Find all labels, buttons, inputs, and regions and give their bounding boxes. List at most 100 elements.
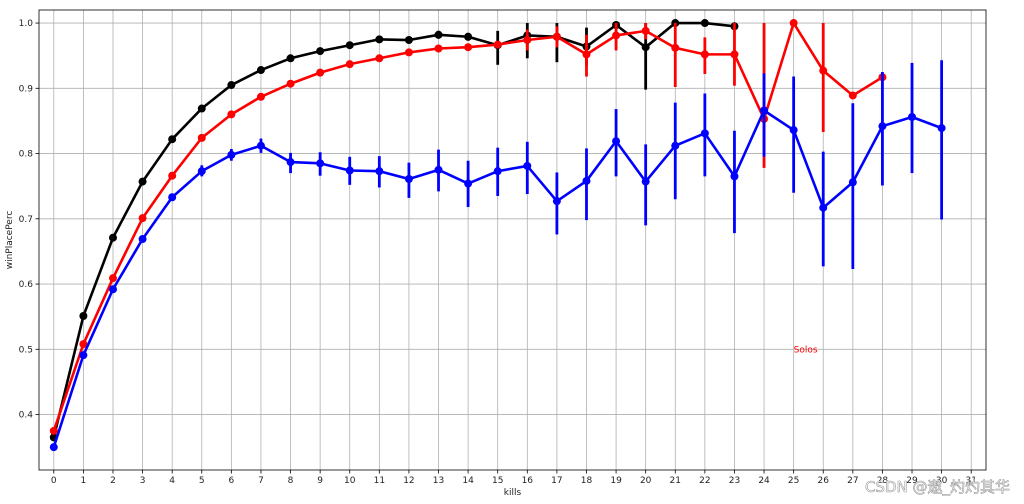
x-tick-label: 23 [729,476,740,486]
data-point [434,30,443,39]
data-point [138,177,147,186]
data-point [612,137,621,146]
data-point [493,40,502,49]
x-tick-label: 27 [847,476,858,486]
data-point [256,141,265,150]
data-point [404,36,413,45]
x-tick-label: 30 [936,476,948,486]
data-point [848,178,857,187]
series-2 [49,60,946,452]
data-point [168,135,177,144]
x-tick-label: 2 [110,476,116,486]
data-point [138,235,147,244]
x-tick-label: 11 [374,476,385,486]
data-point [197,133,206,142]
solos-annotation: Solos [794,345,818,355]
x-tick-label: 8 [288,476,294,486]
x-tick-label: 29 [906,476,918,486]
data-point [345,166,354,175]
x-tick-label: 3 [140,476,146,486]
data-point [848,91,857,100]
watermark: CSDN @遨_灼灼其华 [865,478,1010,497]
data-point [878,122,887,131]
y-tick-label: 1.0 [19,19,34,29]
y-tick-label: 0.7 [19,215,33,225]
x-tick-label: 13 [433,476,444,486]
data-point [138,214,147,223]
data-point [168,193,177,202]
data-point [316,68,325,77]
data-point [197,167,206,176]
data-point [286,54,295,63]
data-point [434,44,443,53]
data-point [641,43,650,52]
y-tick-label: 0.6 [19,280,34,290]
x-tick-label: 25 [788,476,799,486]
data-point [256,92,265,101]
data-point [937,124,946,133]
x-tick-label: 31 [965,476,976,486]
data-point [375,167,384,176]
data-point [227,81,236,90]
x-tick-label: 28 [877,476,889,486]
data-point [197,104,206,113]
data-point [700,50,709,59]
series-line [52,21,735,438]
data-point [227,110,236,119]
x-tick-label: 10 [344,476,356,486]
data-point [434,165,443,174]
data-point [404,174,413,183]
grid-lines [39,10,986,470]
x-tick-label: 14 [462,476,474,486]
data-point [730,172,739,181]
y-axis-ticks: 0.4 0.5 0.6 0.7 0.8 0.9 1.0 [19,19,39,421]
data-point [671,141,680,150]
data-point [316,47,325,56]
data-point [345,41,354,50]
data-point [168,171,177,180]
y-tick-label: 0.8 [19,150,34,160]
data-point [700,19,709,28]
data-point [108,285,117,294]
y-axis-label: winPlacePerc [5,211,15,270]
data-point [464,179,473,188]
data-point [345,60,354,69]
x-tick-label: 5 [199,476,205,486]
x-tick-label: 19 [610,476,622,486]
data-point [552,197,561,206]
data-point [79,340,88,349]
data-point [286,79,295,88]
data-point [256,66,265,75]
x-tick-label: 20 [640,476,652,486]
data-point [819,66,828,75]
x-axis-label: kills [504,488,522,498]
data-point [523,36,532,45]
data-point [404,48,413,57]
data-point [227,150,236,159]
data-point [108,274,117,283]
plot-frame [38,9,987,471]
data-point [582,50,591,59]
data-point [49,443,58,452]
data-point [375,35,384,44]
data-point [700,129,709,138]
data-point [286,158,295,167]
data-point [316,159,325,168]
x-tick-label: 1 [81,476,87,486]
data-point [671,43,680,52]
x-tick-label: 21 [670,476,681,486]
x-tick-label: 18 [581,476,593,486]
y-tick-label: 0.5 [19,345,33,355]
x-tick-label: 26 [818,476,830,486]
plot-area [39,10,986,470]
data-point [375,54,384,63]
data-point [464,43,473,52]
data-point [108,233,117,242]
y-tick-label: 0.4 [19,411,34,421]
x-tick-label: 0 [51,476,57,486]
data-point [789,19,798,28]
x-tick-label: 4 [169,476,175,486]
data-point [641,26,650,35]
x-tick-label: 15 [492,476,503,486]
